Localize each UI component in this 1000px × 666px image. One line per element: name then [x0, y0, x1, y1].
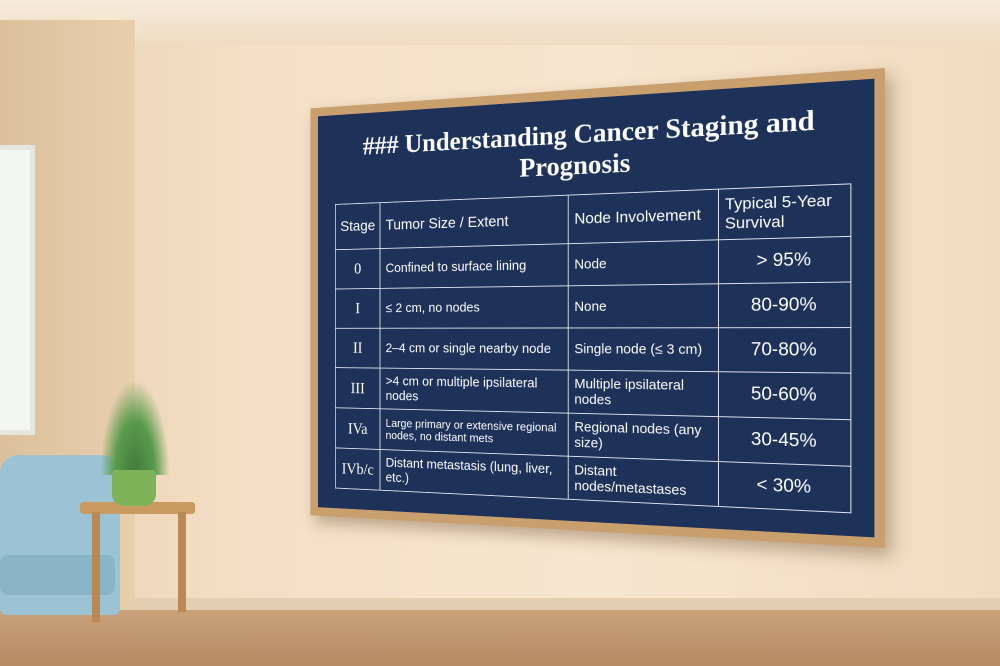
table-cell: > 95% [718, 236, 851, 284]
table-cell: Regional nodes (any size) [568, 413, 719, 462]
table-body: 0 Confined to surface lining Node > 95% I ≤ 2… [335, 236, 851, 513]
table-cell: Multiple ipsilateral nodes [568, 370, 719, 417]
table-cell: 70-80% [718, 327, 851, 374]
side-table [80, 502, 195, 514]
column-header: Node Involvement [568, 189, 719, 244]
table-cell: Distant nodes/metastases [568, 456, 719, 507]
table-cell: I [335, 288, 381, 329]
table-row: II 2–4 cm or single nearby node Single nod… [335, 327, 851, 374]
table-leg [178, 512, 186, 612]
column-header: Typical 5-Year Survival [718, 183, 851, 240]
table-cell: IVb/c [335, 447, 381, 491]
table-cell: II [335, 328, 381, 369]
table-cell: < 30% [718, 461, 851, 513]
table-cell: Large primary or extensive regional node… [380, 408, 569, 457]
baseboard [130, 598, 1000, 610]
plant [100, 380, 170, 475]
table-cell: ≤ 2 cm, no nodes [380, 285, 569, 329]
floor [0, 610, 1000, 666]
table-leg [92, 512, 100, 622]
staging-table: Stage Tumor Size / Extent Node Involvement… [335, 183, 851, 513]
window [0, 145, 35, 435]
table-cell: III [335, 367, 381, 409]
plant-pot [112, 470, 156, 506]
column-header: Stage [335, 202, 381, 250]
table-row: I ≤ 2 cm, no nodes None 80-90% [335, 281, 851, 329]
table-cell: Node [568, 239, 719, 286]
table-cell: 2–4 cm or single nearby node [380, 327, 569, 371]
ceiling [0, 0, 1000, 45]
table-cell: 80-90% [718, 281, 851, 328]
table-cell: >4 cm or multiple ipsilateral nodes [380, 368, 569, 414]
table-cell: 30-45% [718, 416, 851, 467]
board: ### Understanding Cancer Staging and Pro… [310, 68, 885, 548]
table-cell: IVa [335, 407, 381, 450]
table-cell: 50-60% [718, 371, 851, 420]
board-title: ### Understanding Cancer Staging and Pro… [362, 104, 815, 184]
column-header: Tumor Size / Extent [380, 195, 569, 249]
table-cell: None [568, 283, 719, 328]
table-cell: Single node (≤ 3 cm) [568, 327, 719, 372]
table-cell: 0 [335, 248, 381, 290]
table-cell: Confined to surface lining [380, 243, 569, 289]
table-cell: Distant metastasis (lung, liver, etc.) [380, 449, 569, 500]
board-surface: ### Understanding Cancer Staging and Pro… [318, 78, 875, 538]
